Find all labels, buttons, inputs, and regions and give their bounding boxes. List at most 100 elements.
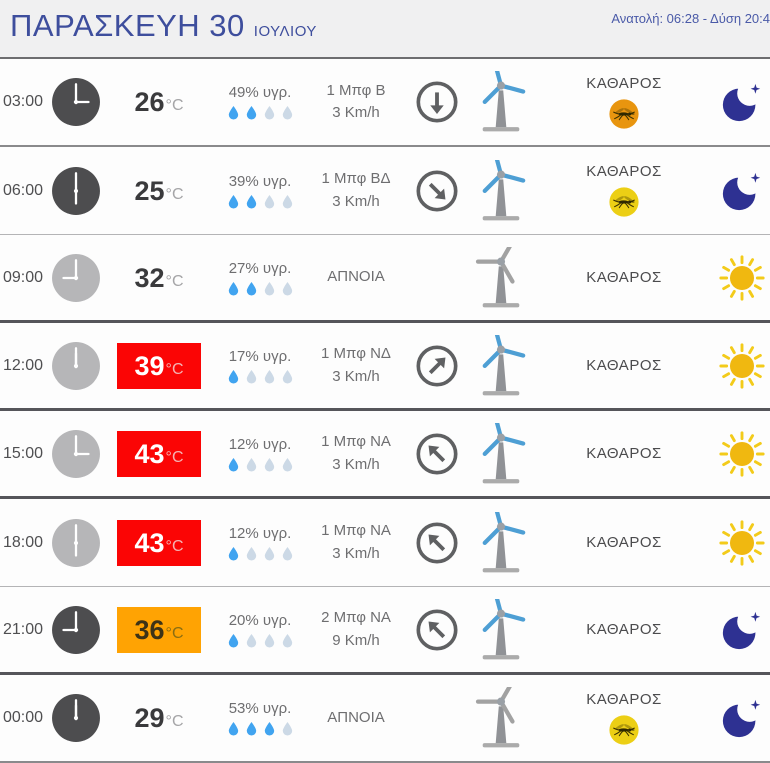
temperature-value: 43 <box>134 438 165 469</box>
forecast-row: 21:00 36 °C 20% υγρ. 2 Μπφ Ν <box>0 587 770 675</box>
wind-direction-icon <box>416 344 458 387</box>
wind-direction-icon <box>416 432 458 475</box>
wind-direction-icon <box>416 169 458 212</box>
clock-icon <box>52 518 100 567</box>
forecast-row: 03:00 26 °C 49% υγρ. 1 Μπφ Β <box>0 59 770 147</box>
wind-turbine-icon <box>482 71 526 132</box>
humidity-droplets <box>226 457 295 472</box>
wind-speed-line1: 1 Μπφ ΝΔ <box>321 345 391 362</box>
time-label: 18:00 <box>3 533 44 551</box>
wind-turbine-icon <box>482 159 526 220</box>
sky-cell <box>714 696 770 740</box>
temperature-unit: °C <box>165 97 184 114</box>
temperature-unit: °C <box>165 713 184 730</box>
condition-label: ΚΑΘΑΡΟΣ <box>586 163 662 180</box>
wind-cell: 1 Μπφ ΝΑ 3 Km/h <box>306 520 406 565</box>
wind-direction-cell <box>406 607 468 653</box>
clock-icon <box>52 605 100 654</box>
forecast-row: 15:00 43 °C 12% υγρ. 1 Μπφ Ν <box>0 411 770 499</box>
turbine-cell <box>468 511 534 574</box>
condition-label: ΚΑΘΑΡΟΣ <box>586 357 662 374</box>
wind-direction-cell <box>406 79 468 125</box>
wind-cell: 1 Μπφ Β 3 Km/h <box>306 80 406 125</box>
month-subtitle: ΙΟΥΛΙΟΥ <box>253 23 317 40</box>
wind-cell: ΑΠΝΟΙΑ <box>306 707 406 730</box>
wind-direction-cell <box>406 695 468 741</box>
wind-cell: ΑΠΝΟΙΑ <box>306 266 406 289</box>
forecast-row: 12:00 39 °C 17% υγρ. 1 Μπφ Ν <box>0 323 770 411</box>
humidity-droplet-icon <box>246 721 256 736</box>
wind-turbine-icon <box>482 422 526 483</box>
clock-cell <box>48 341 104 391</box>
wind-speed-line2: 3 Km/h <box>332 544 380 562</box>
humidity-label: 20% υγρ. <box>228 611 292 629</box>
temperature-cell: 43 °C <box>104 430 214 477</box>
time-label: 00:00 <box>3 709 44 726</box>
wind-cell: 2 Μπφ ΝΑ 9 Km/h <box>306 607 406 652</box>
time-label: 06:00 <box>3 181 44 199</box>
humidity-droplet-icon <box>228 105 238 120</box>
sky-cell <box>714 341 770 391</box>
condition-label: ΚΑΘΑΡΟΣ <box>586 445 662 462</box>
wind-direction-cell <box>406 343 468 389</box>
temperature-cell: 26 °C <box>104 79 214 125</box>
wind-speed-line2: 3 Km/h <box>332 367 380 385</box>
condition-cell: ΚΑΘΑΡΟΣ <box>534 534 714 551</box>
clock-icon <box>52 78 100 126</box>
humidity-droplet-icon <box>264 633 274 648</box>
humidity-droplet-icon <box>264 369 274 384</box>
temperature-badge: 36 °C <box>117 606 201 653</box>
turbine-cell <box>468 71 534 133</box>
humidity-label: 12% υγρ. <box>228 435 292 453</box>
wind-direction-icon <box>416 608 458 651</box>
condition-label: ΚΑΘΑΡΟΣ <box>586 534 662 551</box>
temperature-cell: 29 °C <box>104 695 214 741</box>
humidity-droplet-icon <box>282 281 292 296</box>
humidity-label: 49% υγρ. <box>228 84 292 101</box>
turbine-cell <box>468 422 534 485</box>
humidity-droplet-icon <box>246 546 256 561</box>
temperature-value: 43 <box>134 527 165 558</box>
humidity-droplet-icon <box>264 281 274 296</box>
humidity-droplet-icon <box>246 105 256 120</box>
temperature-value: 25 <box>134 175 165 206</box>
humidity-cell: 27% υγρ. <box>214 260 306 296</box>
condition-cell: ΚΑΘΑΡΟΣ <box>534 75 714 130</box>
temperature-value: 39 <box>134 350 165 381</box>
clock-cell <box>48 166 104 216</box>
time-label: 15:00 <box>3 444 44 462</box>
temperature-badge: 39 °C <box>117 342 201 389</box>
temperature-unit: °C <box>165 537 184 555</box>
forecast-row: 00:00 29 °C 53% υγρ. ΑΠΝΟΙΑ <box>0 675 770 763</box>
moon-icon <box>722 696 763 738</box>
temperature-badge: 25 °C <box>117 168 201 214</box>
day-title: ΠΑΡΑΣΚΕΥΗ 30 <box>10 8 245 43</box>
temperature-value: 32 <box>134 262 165 293</box>
condition-label: ΚΑΘΑΡΟΣ <box>586 690 662 708</box>
wind-turbine-icon <box>482 598 526 659</box>
turbine-cell <box>468 687 534 749</box>
sky-cell <box>714 169 770 213</box>
humidity-droplets <box>226 281 295 296</box>
wind-turbine-icon <box>482 511 526 572</box>
humidity-droplet-icon <box>282 457 292 472</box>
wind-turbine-icon <box>475 687 520 748</box>
moon-icon <box>722 608 763 649</box>
sky-cell <box>714 518 770 568</box>
sky-cell <box>714 80 770 124</box>
humidity-label: 17% υγρ. <box>228 347 292 365</box>
clock-cell <box>48 77 104 127</box>
turbine-cell <box>468 246 534 309</box>
humidity-droplet-icon <box>282 633 292 648</box>
temperature-unit: °C <box>165 185 184 203</box>
wind-speed-line2: 9 Km/h <box>332 631 380 649</box>
humidity-cell: 12% υγρ. <box>214 525 306 561</box>
sun-icon <box>719 519 765 566</box>
humidity-droplet-icon <box>264 457 274 472</box>
humidity-droplet-icon <box>282 546 292 561</box>
wind-turbine-icon <box>475 246 520 307</box>
clock-icon <box>52 429 100 478</box>
humidity-droplet-icon <box>282 721 292 736</box>
humidity-droplet-icon <box>246 633 256 648</box>
